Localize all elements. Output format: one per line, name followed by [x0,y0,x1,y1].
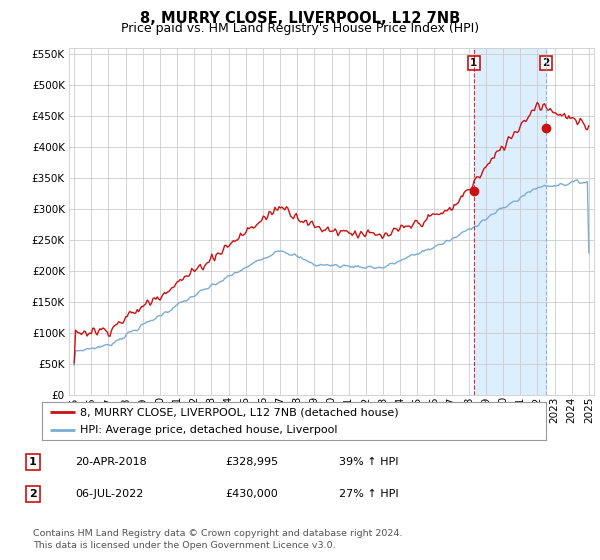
Text: 1: 1 [470,58,478,68]
Text: £430,000: £430,000 [225,489,278,499]
Text: 8, MURRY CLOSE, LIVERPOOL, L12 7NB (detached house): 8, MURRY CLOSE, LIVERPOOL, L12 7NB (deta… [80,407,398,417]
Text: 2: 2 [29,489,37,499]
Text: 8, MURRY CLOSE, LIVERPOOL, L12 7NB: 8, MURRY CLOSE, LIVERPOOL, L12 7NB [140,11,460,26]
Text: 20-APR-2018: 20-APR-2018 [75,457,147,467]
Text: 06-JUL-2022: 06-JUL-2022 [75,489,143,499]
Text: Contains HM Land Registry data © Crown copyright and database right 2024.
This d: Contains HM Land Registry data © Crown c… [33,529,403,550]
Text: 39% ↑ HPI: 39% ↑ HPI [339,457,398,467]
Bar [474,48,546,395]
Text: 27% ↑ HPI: 27% ↑ HPI [339,489,398,499]
Text: HPI: Average price, detached house, Liverpool: HPI: Average price, detached house, Live… [80,425,337,435]
Text: 2: 2 [542,58,550,68]
Text: 1: 1 [29,457,37,467]
Text: £328,995: £328,995 [225,457,278,467]
Text: Price paid vs. HM Land Registry's House Price Index (HPI): Price paid vs. HM Land Registry's House … [121,22,479,35]
